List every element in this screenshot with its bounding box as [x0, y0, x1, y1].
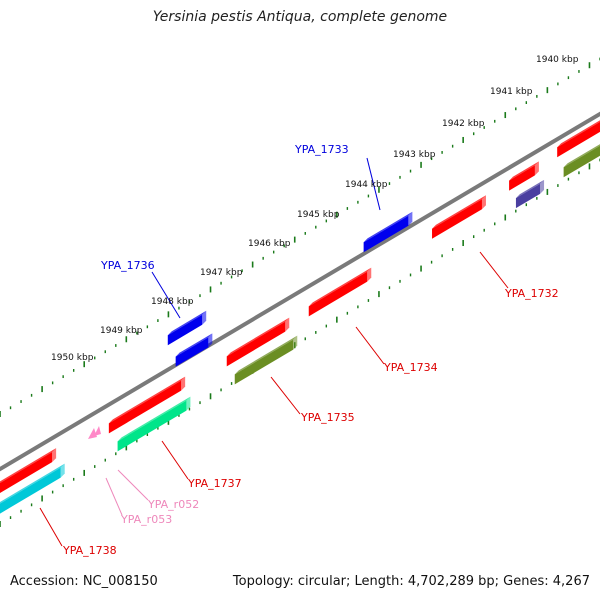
- feature-block-cap: [293, 335, 298, 350]
- scale-label: 1948 kbp: [151, 297, 194, 307]
- feature-block-top: [563, 144, 600, 168]
- leader-line-ypa-1732: [479, 251, 509, 289]
- feature-block-top: [175, 333, 213, 357]
- feature-block-cap: [208, 333, 213, 348]
- cds-block-ypa-1734-face: [308, 271, 368, 317]
- outer-scale-dots: [0, 57, 600, 417]
- cds-block-top: [509, 161, 539, 181]
- feature-block[interactable]: [563, 137, 600, 178]
- feature-block-face: [234, 339, 294, 385]
- scale-label: 1941 kbp: [490, 87, 533, 97]
- cds-block-ypa-1732-cap: [481, 195, 486, 210]
- cds-block-ypa-1735-face: [226, 321, 286, 367]
- gene-label-ypa-1733[interactable]: YPA_1733: [294, 143, 349, 156]
- cds-block-ypa-1737-cap: [181, 376, 186, 391]
- rna-arrow-r052[interactable]: [94, 426, 101, 436]
- gene-label-ypa-1737[interactable]: YPA_1737: [187, 477, 242, 490]
- gene-label-ypa-1738[interactable]: YPA_1738: [62, 544, 117, 557]
- cds-block-ypa-1735-cap: [285, 317, 290, 332]
- accession-label: Accession: NC_008150: [10, 574, 158, 589]
- feature-block-face: [175, 337, 209, 367]
- cds-block-ypa-1733-face: [363, 215, 409, 253]
- cds-block-ypa-1734-top: [308, 267, 372, 307]
- scale-label: 1944 kbp: [345, 180, 388, 190]
- cds-block-top: [557, 120, 600, 148]
- gene-label-ypa-1734[interactable]: YPA_1734: [383, 361, 438, 374]
- gene-label-ypa-1736[interactable]: YPA_1736: [100, 259, 155, 272]
- feature-block-cap: [186, 396, 191, 411]
- cds-block-ypa-1736[interactable]: [167, 310, 207, 346]
- gene-label-ypa-r053[interactable]: YPA_r053: [120, 513, 172, 526]
- scale-label: 1950 kbp: [51, 353, 94, 363]
- cds-block-face: [509, 165, 535, 191]
- cds-block-ypa-1735[interactable]: [226, 317, 290, 367]
- cds-block-ypa-1732-top: [432, 195, 486, 229]
- feature-block-top: [515, 179, 545, 199]
- leader-line-ypa-1735: [270, 376, 301, 415]
- scale-label: 1947 kbp: [200, 268, 243, 278]
- gene-label-ypa-1735[interactable]: YPA_1735: [300, 411, 355, 424]
- cds-block-ypa-1738-face: [0, 452, 53, 494]
- cds-block[interactable]: [509, 161, 539, 191]
- genome-title: Yersinia pestis Antiqua, complete genome: [152, 9, 448, 25]
- cds-block-ypa-1737-top: [108, 376, 186, 424]
- leader-line-ypa-1734: [355, 326, 385, 365]
- gene-label-ypa-1732[interactable]: YPA_1732: [504, 287, 559, 300]
- scale-label: 1946 kbp: [248, 239, 291, 249]
- cds-block-ypa-1732-face: [432, 199, 482, 239]
- feature-block[interactable]: [0, 463, 65, 517]
- scale-label: 1943 kbp: [393, 150, 436, 160]
- cds-block-ypa-1737-face: [108, 380, 182, 434]
- cds-block-face: [557, 121, 600, 158]
- leader-line-ypa-1733: [366, 157, 381, 211]
- feature-block-top: [117, 396, 191, 442]
- cds-block-ypa-1735-top: [226, 317, 290, 357]
- cds-block-ypa-1733-top: [363, 211, 413, 243]
- feature-block-cap: [60, 463, 65, 478]
- gene-label-ypa-r052[interactable]: YPA_r052: [147, 498, 199, 511]
- feature-block-top: [0, 463, 65, 504]
- feature-block-face: [515, 183, 541, 209]
- cds-block-ypa-1734[interactable]: [308, 267, 372, 317]
- cds-block-ypa-1736-face: [167, 314, 203, 346]
- cds-block-cap: [534, 161, 539, 176]
- leader-line-ypa-r052: [117, 469, 149, 501]
- feature-block[interactable]: [515, 179, 545, 209]
- leader-line-ypa-1737: [161, 440, 189, 480]
- feature-block-face: [117, 400, 187, 452]
- feature-block-face: [563, 145, 600, 178]
- feature-block-top: [234, 335, 298, 375]
- scale-label: 1940 kbp: [536, 55, 579, 65]
- feature-block[interactable]: [234, 335, 298, 385]
- cds-block[interactable]: [557, 113, 600, 158]
- leader-line-ypa-1736: [151, 271, 181, 319]
- rna-arrow-r053[interactable]: [88, 428, 97, 439]
- cds-block-ypa-1738-cap: [52, 448, 57, 463]
- feature-block[interactable]: [117, 396, 191, 452]
- genome-backbone: [0, 111, 600, 472]
- feature-block-face: [0, 467, 61, 514]
- cds-block-ypa-1736-cap: [202, 310, 207, 325]
- cds-block-ypa-1736-top: [167, 310, 207, 336]
- leader-line-ypa-r053: [105, 477, 123, 516]
- cds-block-ypa-1733-cap: [408, 211, 413, 226]
- leader-line-ypa-1738: [39, 507, 63, 547]
- scale-label: 1942 kbp: [442, 119, 485, 129]
- feature-block[interactable]: [175, 333, 213, 367]
- cds-block-ypa-1734-cap: [367, 267, 372, 282]
- cds-block-ypa-1733[interactable]: [363, 211, 413, 253]
- cds-block-ypa-1738-top: [0, 448, 57, 484]
- cds-block-ypa-1737[interactable]: [108, 376, 186, 434]
- scale-label: 1945 kbp: [297, 210, 340, 220]
- cds-block-ypa-1738[interactable]: [0, 448, 57, 498]
- scale-label: 1949 kbp: [100, 326, 143, 336]
- cds-block-ypa-1732[interactable]: [432, 195, 486, 239]
- feature-block-cap: [540, 179, 545, 194]
- genome-summary: Topology: circular; Length: 4,702,289 bp…: [232, 574, 590, 589]
